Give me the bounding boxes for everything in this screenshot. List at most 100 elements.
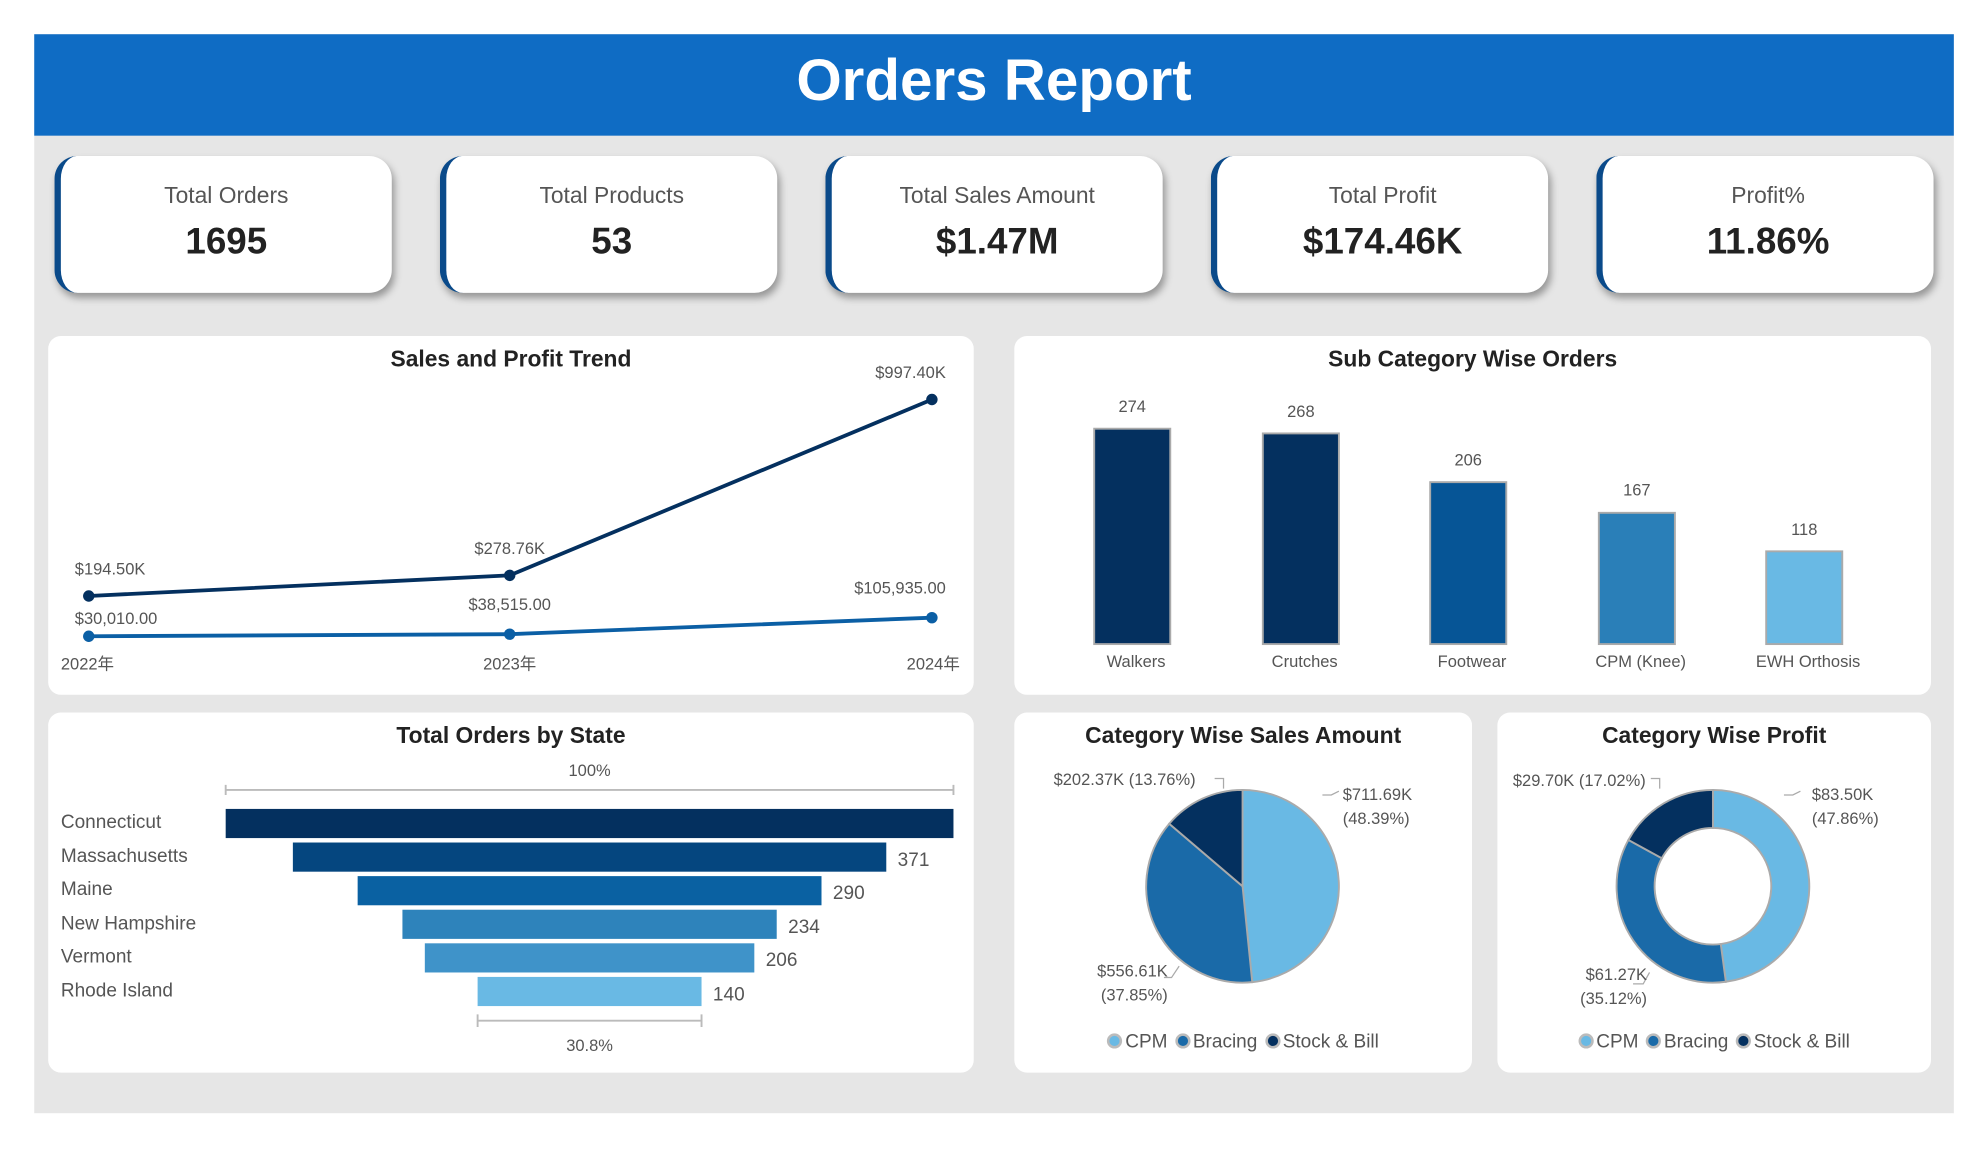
legend-label: Stock & Bill bbox=[1282, 1030, 1379, 1053]
data-label: 268 bbox=[1287, 401, 1315, 421]
chart-title: Category Wise Sales Amount bbox=[1085, 722, 1402, 749]
legend-item[interactable]: CPM bbox=[1578, 1030, 1639, 1053]
pie-slice bbox=[1615, 838, 1727, 984]
pie-slice bbox=[1241, 788, 1340, 984]
kpi-label: Total Products bbox=[539, 182, 685, 208]
kpi-label: Total Orders bbox=[164, 182, 289, 208]
legend-item[interactable]: Bracing bbox=[1646, 1031, 1728, 1053]
kpi-card-total-sales: Total Sales Amount $1.47M bbox=[825, 155, 1163, 293]
funnel-bar bbox=[292, 842, 887, 872]
funnel-bar bbox=[225, 808, 954, 839]
kpi-value: $174.46K bbox=[1302, 221, 1463, 263]
legend-marker-icon bbox=[1578, 1033, 1594, 1049]
legend-item[interactable]: Stock & Bill bbox=[1735, 1030, 1850, 1053]
data-label: $202.37K (13.76%) bbox=[1053, 769, 1196, 789]
legend-item[interactable]: Stock & Bill bbox=[1264, 1030, 1379, 1053]
chart-canvas bbox=[1145, 777, 1340, 984]
kpi-value: 53 bbox=[591, 221, 633, 263]
x-tick-label: CPM (Knee) bbox=[1595, 651, 1687, 671]
data-point bbox=[83, 590, 95, 602]
chart-canvas bbox=[1615, 777, 1811, 985]
data-percent-label: (47.86%) bbox=[1811, 808, 1879, 828]
data-label: 206 bbox=[765, 949, 798, 972]
category-label: Maine bbox=[60, 878, 113, 901]
data-label: $83.50K bbox=[1811, 784, 1874, 804]
data-percent-label: (37.85%) bbox=[1100, 985, 1168, 1005]
x-tick-label: Walkers bbox=[1106, 651, 1166, 671]
category-profit-donut-chart[interactable]: Category Wise Profit $83.50K (47.86%) $61.… bbox=[1497, 712, 1932, 1073]
kpi-label: Total Sales Amount bbox=[899, 182, 1095, 208]
funnel-bar bbox=[424, 943, 755, 973]
category-sales-pie-chart[interactable]: Category Wise Sales Amount $711.69K (48.3… bbox=[1014, 712, 1473, 1073]
x-tick-label: 2024年 bbox=[906, 654, 960, 674]
data-label: 290 bbox=[832, 882, 865, 905]
funnel-bottom-label: 30.8% bbox=[566, 1035, 613, 1055]
bar bbox=[1765, 550, 1844, 646]
legend-marker-icon bbox=[1735, 1033, 1752, 1049]
data-label: $556.61K bbox=[1097, 961, 1168, 981]
data-point bbox=[503, 569, 516, 582]
bar bbox=[1093, 427, 1172, 646]
data-percent-label: (48.39%) bbox=[1342, 808, 1410, 828]
kpi-value: 11.86% bbox=[1706, 221, 1830, 263]
legend-marker-icon bbox=[1646, 1033, 1662, 1049]
data-percent-label: (35.12%) bbox=[1580, 988, 1648, 1008]
data-label: $38,515.00 bbox=[468, 594, 551, 614]
bar bbox=[1261, 432, 1340, 646]
kpi-value: 1695 bbox=[185, 221, 268, 263]
chart-legend: CPM Bracing Stock & Bill bbox=[1014, 1030, 1472, 1053]
data-label: $30,010.00 bbox=[74, 608, 158, 628]
category-label: Vermont bbox=[60, 945, 132, 968]
legend-label: CPM bbox=[1596, 1030, 1639, 1053]
data-label: 167 bbox=[1623, 481, 1651, 501]
x-tick-label: EWH Orthosis bbox=[1755, 651, 1861, 671]
legend-label: Bracing bbox=[1192, 1030, 1258, 1053]
legend-label: Stock & Bill bbox=[1753, 1030, 1850, 1053]
category-label: New Hampshire bbox=[60, 912, 197, 934]
funnel-bar bbox=[357, 876, 822, 906]
category-label: Rhode Island bbox=[60, 979, 173, 1002]
data-point bbox=[926, 611, 938, 624]
pie-slice bbox=[1145, 822, 1254, 984]
chart-title: Category Wise Profit bbox=[1602, 722, 1827, 749]
legend-marker-icon bbox=[1264, 1033, 1281, 1049]
data-label: 371 bbox=[897, 848, 930, 871]
data-label: 274 bbox=[1118, 396, 1146, 417]
range-bracket-top bbox=[224, 784, 955, 795]
legend-label: Bracing bbox=[1663, 1030, 1729, 1053]
data-label: $61.27K bbox=[1585, 964, 1648, 984]
chart-canvas bbox=[224, 784, 955, 1027]
legend-marker-icon bbox=[1107, 1033, 1123, 1049]
range-bracket-bottom bbox=[476, 1014, 703, 1027]
sub-category-orders-chart[interactable]: Sub Category Wise Orders 274 Walkers 268 Cr… bbox=[1014, 335, 1932, 695]
orders-by-state-chart[interactable]: Total Orders by State 100% Connecticut Mas… bbox=[48, 712, 974, 1073]
pie-slice bbox=[1167, 788, 1244, 889]
data-point bbox=[926, 393, 938, 406]
chart-title: Total Orders by State bbox=[396, 722, 626, 749]
data-label: $194.50K bbox=[74, 559, 146, 579]
x-tick-label: Crutches bbox=[1271, 651, 1338, 671]
chart-canvas bbox=[83, 393, 938, 642]
data-label: $105,935.00 bbox=[854, 578, 946, 598]
kpi-label: Total Profit bbox=[1328, 182, 1437, 208]
x-tick-label: 2022年 bbox=[60, 654, 115, 674]
pie-slice bbox=[1627, 788, 1714, 860]
pie-slice bbox=[1711, 788, 1811, 983]
bar bbox=[1429, 481, 1508, 646]
funnel-bar bbox=[477, 976, 702, 1007]
legend-label: CPM bbox=[1125, 1030, 1168, 1053]
kpi-card-total-products: Total Products 53 bbox=[439, 155, 778, 293]
bar bbox=[1597, 511, 1676, 646]
legend-item[interactable]: Bracing bbox=[1175, 1031, 1257, 1053]
sales-profit-trend-chart[interactable]: Sales and Profit Trend $194.50K $278.76K $… bbox=[48, 335, 974, 695]
chart-canvas bbox=[1093, 427, 1844, 646]
chart-legend: CPM Bracing Stock & Bill bbox=[1497, 1030, 1931, 1053]
funnel-bar bbox=[402, 909, 777, 939]
funnel-top-label: 100% bbox=[568, 760, 611, 780]
data-point bbox=[83, 630, 95, 642]
series-line bbox=[88, 397, 933, 598]
category-label: Massachusetts bbox=[60, 845, 188, 867]
data-label: $997.40K bbox=[875, 362, 946, 382]
legend-item[interactable]: CPM bbox=[1107, 1031, 1167, 1053]
page-title: Orders Report bbox=[34, 34, 1954, 136]
